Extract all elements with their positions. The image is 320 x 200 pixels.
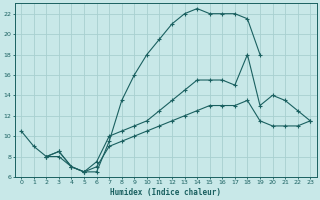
X-axis label: Humidex (Indice chaleur): Humidex (Indice chaleur) xyxy=(110,188,221,197)
